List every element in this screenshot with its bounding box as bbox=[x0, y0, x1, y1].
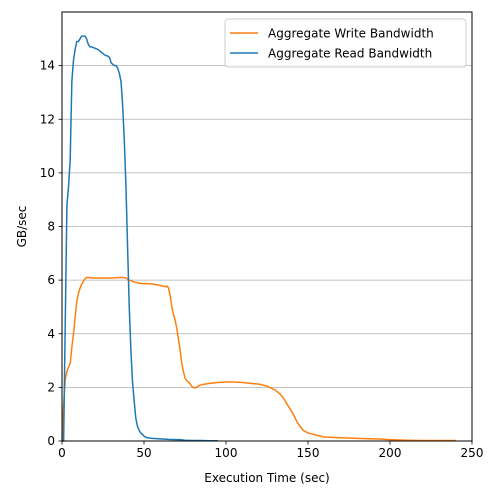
legend-label: Aggregate Write Bandwidth bbox=[268, 27, 434, 41]
y-tick-label: 8 bbox=[47, 220, 55, 234]
x-tick-label: 150 bbox=[297, 446, 320, 460]
legend-label: Aggregate Read Bandwidth bbox=[268, 47, 432, 61]
x-tick-label: 200 bbox=[379, 446, 402, 460]
y-tick-label: 4 bbox=[47, 327, 55, 341]
y-tick-label: 14 bbox=[40, 59, 55, 73]
x-tick-label: 250 bbox=[461, 446, 484, 460]
y-tick-label: 6 bbox=[47, 273, 55, 287]
x-axis-label: Execution Time (sec) bbox=[204, 471, 329, 485]
x-tick-label: 0 bbox=[58, 446, 66, 460]
y-tick-label: 12 bbox=[40, 112, 55, 126]
y-tick-label: 2 bbox=[47, 380, 55, 394]
x-tick-label: 50 bbox=[136, 446, 151, 460]
y-tick-label: 0 bbox=[47, 434, 55, 448]
x-tick-label: 100 bbox=[215, 446, 238, 460]
y-axis-label: GB/sec bbox=[15, 206, 29, 248]
y-tick-label: 10 bbox=[40, 166, 55, 180]
legend: Aggregate Write Bandwidth Aggregate Read … bbox=[225, 19, 466, 67]
